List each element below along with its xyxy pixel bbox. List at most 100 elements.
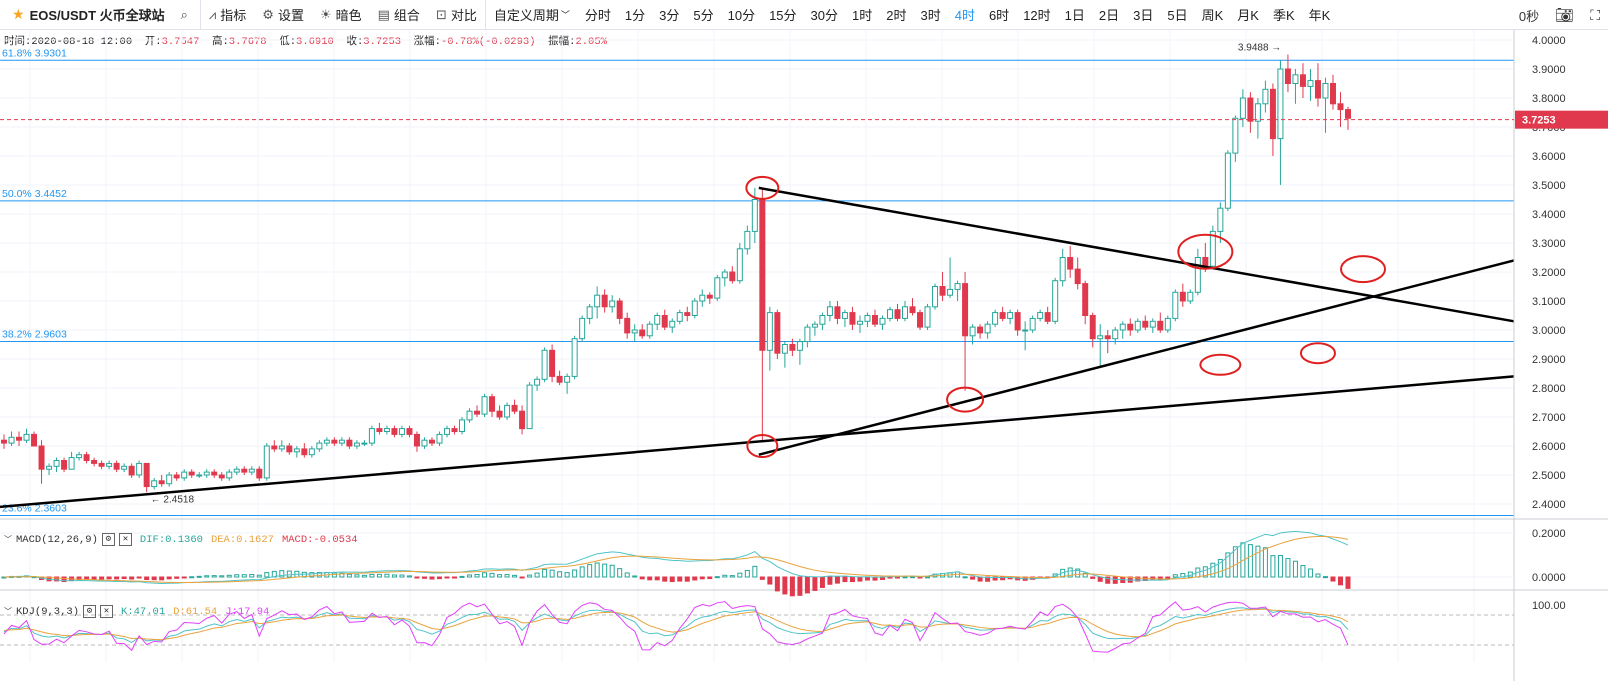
compare-button[interactable]: ⊡ 对比 — [428, 0, 485, 30]
macd-bar — [617, 568, 623, 578]
custom-period-dropdown[interactable]: 自定义周期 ﹀ — [486, 0, 578, 30]
candle-up — [1112, 329, 1119, 340]
macd-bar — [624, 572, 630, 578]
candle-down — [496, 410, 503, 418]
theme-button[interactable]: ☀ 暗色 — [312, 0, 370, 30]
price-tick-label: 3.6000 — [1532, 151, 1566, 163]
period-tab[interactable]: 月K — [1237, 8, 1259, 23]
macd-bar — [331, 572, 337, 578]
settings-button[interactable]: ⚙ 设置 — [254, 0, 312, 30]
price-tick-label: 3.1000 — [1532, 296, 1566, 308]
period-tab[interactable]: 3时 — [920, 8, 941, 23]
period-tab[interactable]: 10分 — [727, 8, 756, 23]
search-button[interactable]: ⌕ — [173, 0, 200, 30]
candle-down — [511, 404, 518, 412]
price-tick-label: 4.0000 — [1532, 35, 1566, 47]
candle-up — [361, 442, 368, 445]
period-tab[interactable]: 30分 — [810, 8, 839, 23]
period-tab[interactable]: 周K — [1201, 8, 1224, 23]
period-tab[interactable]: 12时 — [1023, 8, 1051, 23]
period-tab[interactable]: 3分 — [659, 8, 680, 23]
candle-down — [158, 480, 165, 485]
macd-bar — [542, 568, 548, 578]
layout-icon: ▤ — [377, 6, 390, 22]
candle-down — [113, 462, 120, 470]
candle-up — [8, 436, 15, 444]
macd-bar — [54, 576, 60, 582]
macd-bar — [1315, 573, 1321, 578]
candle-up — [992, 312, 999, 325]
period-tab[interactable]: 分时 — [584, 8, 611, 23]
period-tab[interactable]: 季K — [1272, 8, 1295, 23]
close-icon[interactable]: ✕ — [118, 533, 132, 546]
period-tab[interactable]: 2时 — [886, 8, 907, 23]
candle-down — [143, 462, 150, 488]
close-icon[interactable]: ✕ — [100, 605, 114, 618]
macd-value: MACD:-0.0534 — [281, 533, 358, 546]
candle-up — [736, 248, 743, 282]
macd-bar — [361, 574, 367, 578]
indicators-label: 指标 — [220, 8, 247, 23]
macd-bar — [159, 576, 165, 581]
candle-down — [406, 428, 413, 435]
annotation-circle — [1199, 353, 1242, 376]
chevron-down-icon: ﹀ — [560, 10, 570, 20]
candle-down — [376, 428, 383, 433]
period-tab[interactable]: 15分 — [769, 8, 797, 23]
macd-bar — [1097, 576, 1103, 582]
period-tab[interactable]: 1时 — [852, 8, 873, 23]
low-value: 3.6910 — [296, 36, 334, 48]
period-tab[interactable]: 1日 — [1064, 8, 1085, 23]
macd-bar — [136, 576, 142, 579]
max-price-label: 3.9488 → — [1238, 43, 1281, 54]
period-tab[interactable]: 3日 — [1133, 8, 1154, 23]
candle-down — [271, 445, 278, 450]
candle-down — [789, 344, 796, 351]
candle-up — [23, 433, 30, 441]
candle-up — [826, 306, 833, 316]
macd-bar — [497, 574, 503, 578]
macd-bar — [1202, 566, 1208, 578]
gear-icon[interactable]: ⚙ — [101, 533, 115, 546]
period-tab[interactable]: 6时 — [988, 8, 1010, 23]
period-tab[interactable]: 年K — [1308, 8, 1331, 23]
period-tab[interactable]: 5日 — [1167, 8, 1188, 23]
macd-bar — [256, 574, 262, 578]
period-tab[interactable]: 1分 — [624, 8, 646, 23]
macd-bar — [677, 576, 683, 582]
candle-up — [646, 323, 653, 337]
gear-icon[interactable]: ⚙ — [83, 605, 97, 618]
collapse-icon[interactable]: ﹀ — [4, 536, 12, 545]
candle-up — [398, 428, 405, 435]
combo-button[interactable]: ▤ 组合 — [370, 0, 428, 30]
indicators-button[interactable]: ⩘ 指标 — [201, 0, 254, 30]
fullscreen-icon[interactable]: ⛶ — [1590, 6, 1600, 23]
period-tab[interactable]: 4时 — [954, 8, 975, 23]
candle-up — [76, 454, 83, 459]
candle-up — [1307, 80, 1314, 87]
candle-up — [383, 428, 390, 433]
candle-up — [421, 439, 428, 447]
candle-down — [1157, 320, 1164, 331]
price-tick-label: 3.0000 — [1532, 325, 1566, 337]
period-tab[interactable]: 2日 — [1098, 8, 1120, 23]
annotation-circles — [745, 175, 1387, 458]
open-value: 3.7547 — [161, 36, 200, 48]
symbol-selector[interactable]: ★ EOS/USDT 火币全球站 — [0, 0, 173, 30]
period-tab[interactable]: 5分 — [693, 8, 714, 23]
collapse-icon[interactable]: ﹀ — [4, 608, 12, 617]
macd-bar — [594, 562, 600, 578]
star-icon[interactable]: ★ — [12, 6, 25, 22]
macd-bar — [84, 576, 90, 580]
top-toolbar: ★ EOS/USDT 火币全球站 ⌕ ⩘ 指标 ⚙ 设置 ☀ 暗色 ▤ 组合 ⊡ 对比 自… — [0, 0, 1608, 30]
candle-down — [286, 445, 293, 453]
price-tick-label: 2.6000 — [1532, 441, 1566, 453]
candle-down — [241, 468, 248, 473]
candle-up — [196, 474, 203, 477]
camera-icon[interactable]: 📷︎ — [1555, 7, 1575, 24]
candle-up — [1322, 83, 1329, 99]
candle-up — [46, 465, 53, 470]
candle-up — [1029, 317, 1036, 331]
candle-up — [436, 433, 443, 444]
